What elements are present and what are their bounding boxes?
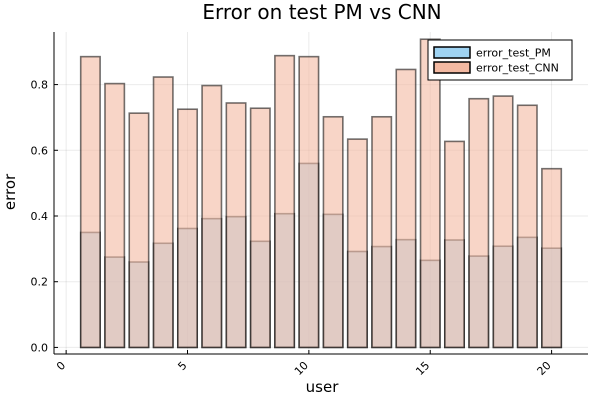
bars-layer <box>79 38 563 349</box>
y-tick-label: 0.0 <box>31 341 49 354</box>
bar-error_test_CNN-7 <box>225 102 247 349</box>
bar-error_test_CNN-20 <box>541 167 563 349</box>
axes-layer <box>53 32 588 355</box>
bar-error_test_CNN-9 <box>274 54 296 349</box>
bar-error_test_CNN-6 <box>201 84 223 349</box>
bar-error_test_CNN-17 <box>468 97 490 349</box>
bar-error_test_CNN-19 <box>516 104 538 349</box>
legend-swatch-error_test_CNN <box>433 61 471 74</box>
bar-error_test_CNN-1 <box>79 55 101 349</box>
bar-error_test_CNN-2 <box>104 82 126 349</box>
x-tick-label: 0 <box>54 359 68 373</box>
x-tick-label: 10 <box>292 359 311 378</box>
y-tick-label: 0.6 <box>31 144 49 157</box>
bar-error_test_CNN-8 <box>249 107 271 349</box>
y-axis-label: error <box>1 173 19 210</box>
x-tick-label: 5 <box>175 359 189 373</box>
bar-error_test_CNN-16 <box>443 140 466 349</box>
x-tick-label: 15 <box>413 359 432 378</box>
bar-error_test_CNN-14 <box>395 68 417 349</box>
bar-error_test_CNN-13 <box>371 115 393 349</box>
bar-error_test_CNN-15 <box>419 38 441 349</box>
bar-error_test_CNN-4 <box>152 76 174 349</box>
bar-error_test_CNN-11 <box>322 115 344 349</box>
y-tick-label: 0.4 <box>31 210 49 223</box>
legend: error_test_PM error_test_CNN <box>427 39 573 81</box>
legend-label-error_test_PM: error_test_PM <box>476 47 551 60</box>
y-tick-label: 0.2 <box>31 276 49 289</box>
y-tick-label: 0.8 <box>31 79 49 92</box>
chart-title: Error on test PM vs CNN <box>202 0 441 24</box>
tick-labels: 0.0 0.2 0.4 0.6 0.8 0 5 10 15 20 <box>31 79 554 378</box>
bar-error_test_CNN-12 <box>346 138 368 349</box>
x-axis-label: user <box>306 378 340 396</box>
bar-error_test_CNN-3 <box>128 112 150 349</box>
legend-swatch-error_test_PM <box>433 46 471 59</box>
bar-error_test_CNN-18 <box>492 95 514 349</box>
bar-error_test_CNN-10 <box>298 55 320 349</box>
x-tick-label: 20 <box>535 359 554 378</box>
legend-label-error_test_CNN: error_test_CNN <box>476 62 559 75</box>
bar-error_test_CNN-5 <box>176 108 199 349</box>
